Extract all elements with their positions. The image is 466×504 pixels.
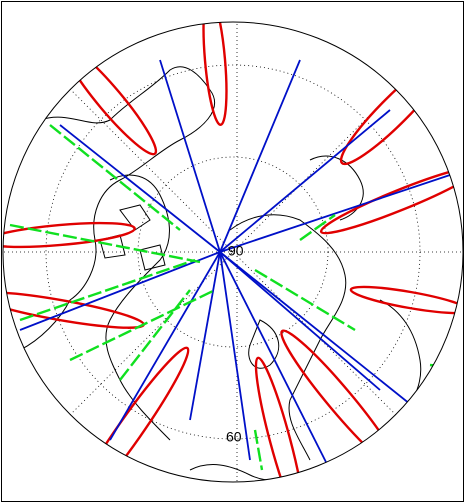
meridian — [69, 88, 397, 416]
track — [59, 124, 221, 253]
track — [219, 251, 431, 421]
track — [254, 356, 306, 482]
track — [349, 285, 463, 315]
track — [189, 251, 221, 421]
track — [219, 251, 381, 391]
track — [219, 109, 391, 253]
track — [109, 251, 221, 441]
track — [19, 251, 221, 331]
track — [19, 258, 196, 322]
track — [254, 268, 356, 332]
meridian — [69, 88, 397, 416]
track — [9, 223, 201, 264]
track — [3, 221, 136, 249]
latitude-label: 60 — [226, 429, 242, 445]
track — [319, 165, 463, 235]
track — [119, 289, 191, 381]
track — [219, 251, 251, 461]
coastlines — [19, 66, 422, 481]
track — [219, 174, 451, 253]
map-boundary — [2, 21, 464, 483]
track — [253, 429, 264, 471]
latitude-label: 90 — [228, 243, 244, 259]
track — [202, 22, 228, 126]
track — [159, 59, 221, 253]
track — [299, 214, 336, 241]
track — [69, 288, 216, 362]
track — [49, 124, 181, 231]
track — [219, 251, 331, 471]
track — [219, 59, 301, 253]
